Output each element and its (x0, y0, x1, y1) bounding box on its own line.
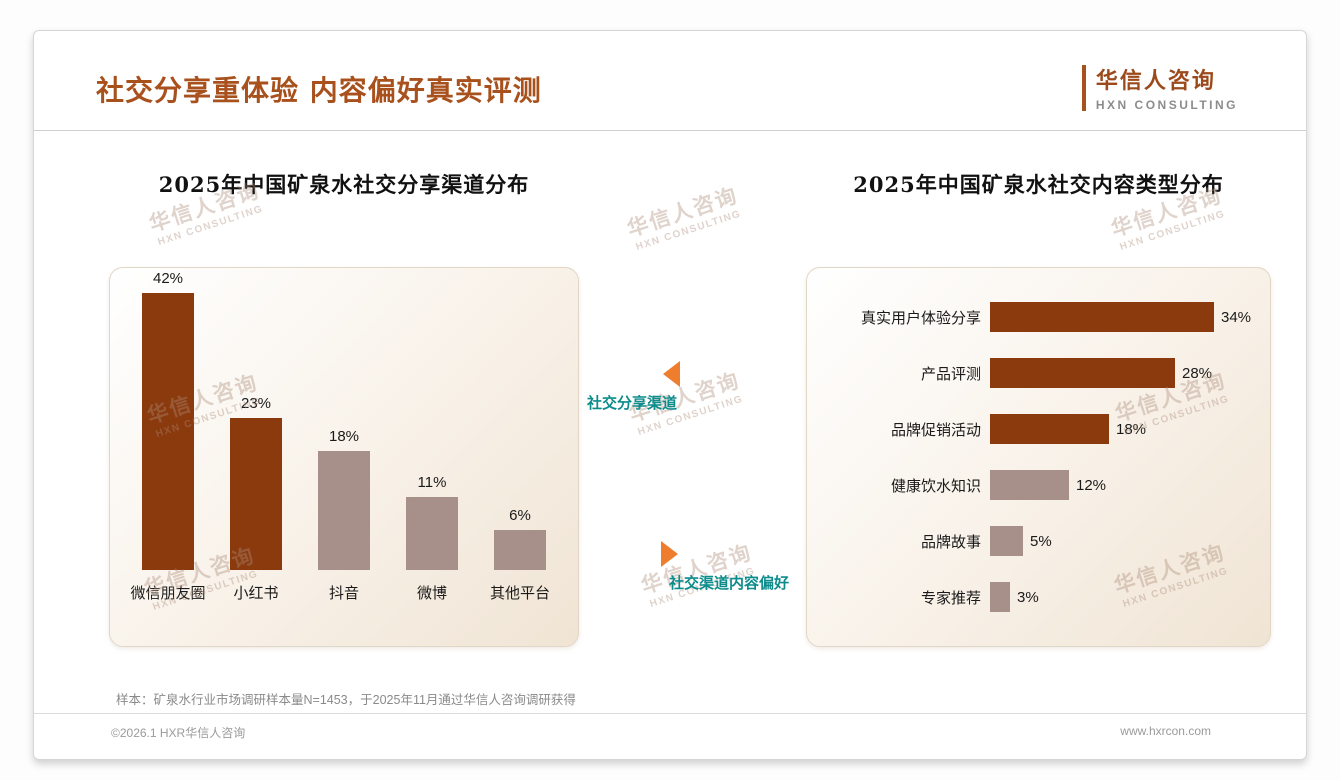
copyright-text: ©2026.1 HXR华信人咨询 (111, 726, 246, 740)
watermark-subtext: HXN CONSULTING (634, 208, 743, 254)
category-label: 抖音 (328, 585, 359, 602)
arrow-right-icon (661, 541, 678, 567)
bar-row: 专家推荐 3% (807, 569, 1270, 625)
category-label: 专家推荐 (920, 589, 981, 607)
bar-value-label: 28% (1182, 364, 1213, 382)
bar-column: 23% (212, 395, 300, 570)
logo-subtitle: HXN CONSULTING (1095, 98, 1238, 112)
bar-column: 42% (124, 270, 212, 570)
bar (990, 470, 1069, 500)
bar-value-label: 34% (1221, 308, 1252, 326)
annotation-share-channel: 社交分享渠道 (587, 361, 697, 413)
bar-value-label: 42% (152, 270, 184, 287)
page-title: 社交分享重体验 内容偏好真实评测 (96, 74, 542, 107)
bar-value-label: 3% (1017, 588, 1039, 606)
category-label: 品牌促销活动 (890, 421, 981, 439)
bar-column: 11% (388, 474, 476, 570)
bar-row: 产品评测 28% (807, 345, 1270, 401)
website-text: www.hxrcon.com (1120, 724, 1211, 738)
horizontal-bar-plot: 真实用户体验分享 34% 产品评测 28% 品牌促销活动 18% 健康饮水知识 12% 品牌故事… (807, 268, 1270, 625)
annotation-content-preference: 社交渠道内容偏好 (661, 541, 831, 593)
bar-row: 品牌促销活动 18% (807, 401, 1270, 457)
category-label: 微博 (416, 585, 447, 602)
x-axis-labels: 微信朋友圈 小红书 抖音 微博 其他平台 (124, 582, 564, 603)
bar-value-label: 23% (240, 395, 272, 412)
bar-column: 18% (300, 428, 388, 570)
chart-panel-left: 42% 23% 18% 11% 6% 微信朋友圈 小红书 抖音 微博 其他平台 (109, 267, 579, 647)
bar (318, 451, 370, 570)
chart-title-right: 2025年中国矿泉水社交内容类型分布 (853, 172, 1224, 197)
bar (990, 414, 1109, 444)
watermark: 华信人咨询 HXN CONSULTING (597, 171, 771, 263)
bar-row: 健康饮水知识 12% (807, 457, 1270, 513)
watermark-text: 华信人咨询 (624, 183, 742, 242)
chart-panel-right: 真实用户体验分享 34% 产品评测 28% 品牌促销活动 18% 健康饮水知识 12% 品牌故事… (806, 267, 1271, 647)
category-label: 微信朋友圈 (130, 585, 206, 602)
category-label: 真实用户体验分享 (860, 309, 981, 327)
bar (990, 302, 1214, 332)
bar (990, 582, 1010, 612)
report-slide: 社交分享重体验 内容偏好真实评测 华信人咨询 HXN CONSULTING 华信… (33, 30, 1307, 760)
header: 社交分享重体验 内容偏好真实评测 华信人咨询 HXN CONSULTING (34, 31, 1306, 131)
bar (230, 418, 282, 570)
arrow-left-icon (663, 361, 680, 387)
category-label: 健康饮水知识 (890, 477, 981, 495)
bar (990, 358, 1175, 388)
company-logo: 华信人咨询 HXN CONSULTING (1081, 63, 1238, 112)
category-label: 产品评测 (920, 365, 981, 383)
bar (406, 497, 458, 570)
chart-share-channels: 2025年中国矿泉水社交分享渠道分布 42% 23% 18% 11% 6% 微信朋友圈 小… (109, 169, 579, 647)
sample-note: 样本：矿泉水行业市场调研样本量N=1453，于2025年11月通过华信人咨询调研… (116, 693, 576, 707)
bar-value-label: 5% (1030, 532, 1052, 550)
bar-value-label: 11% (417, 474, 447, 491)
bar-row: 真实用户体验分享 34% (807, 289, 1270, 345)
category-label: 品牌故事 (920, 533, 981, 551)
bar (494, 530, 546, 570)
chart-title-left: 2025年中国矿泉水社交分享渠道分布 (158, 172, 530, 197)
bar-value-label: 12% (1076, 476, 1107, 494)
bar-value-label: 6% (509, 507, 531, 524)
chart-content-types: 2025年中国矿泉水社交内容类型分布 真实用户体验分享 34% 产品评测 28% 品牌促… (806, 169, 1271, 647)
bar-row: 品牌故事 5% (807, 513, 1270, 569)
bar (142, 293, 194, 570)
logo-divider (1081, 64, 1086, 111)
annotation-label: 社交分享渠道 (587, 395, 678, 412)
category-label: 小红书 (233, 585, 279, 602)
annotation-label: 社交渠道内容偏好 (669, 575, 790, 592)
bar (990, 526, 1023, 556)
bar-value-label: 18% (328, 428, 360, 445)
footer: ©2026.1 HXR华信人咨询 www.hxrcon.com (34, 713, 1306, 759)
bar-value-label: 18% (1116, 420, 1147, 438)
bar-column: 6% (476, 507, 564, 570)
logo-name: 华信人咨询 (1095, 68, 1216, 94)
vertical-bar-plot: 42% 23% 18% 11% 6% (124, 268, 564, 570)
category-label: 其他平台 (489, 585, 550, 602)
